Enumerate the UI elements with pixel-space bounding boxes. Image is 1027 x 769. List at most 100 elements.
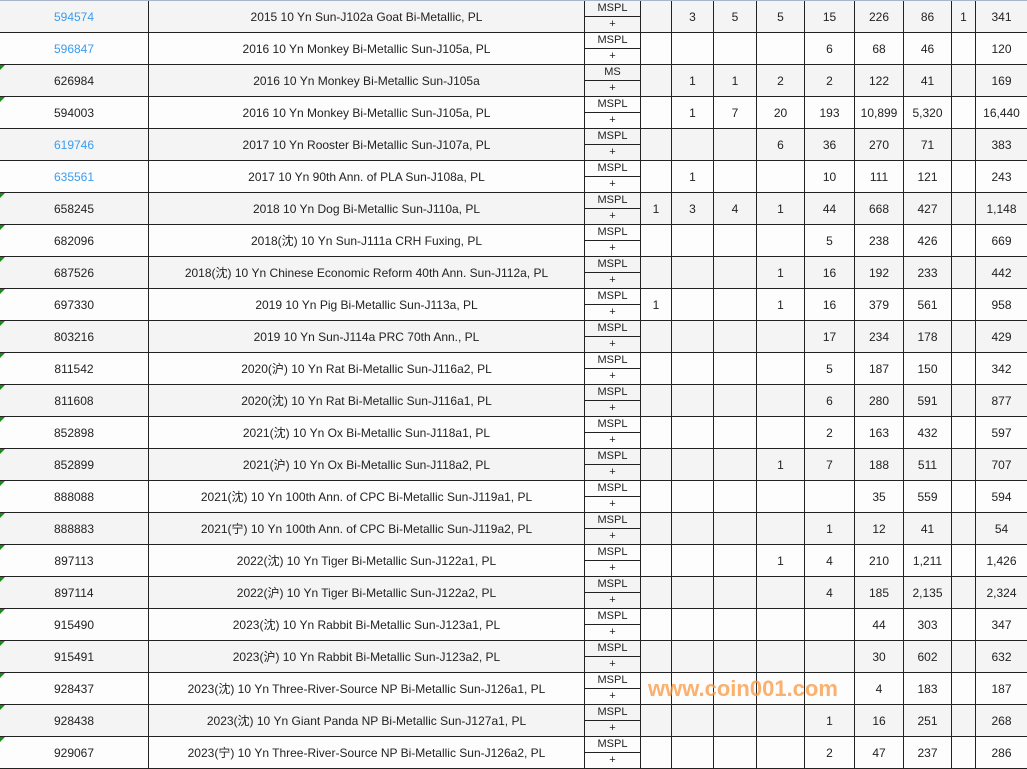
count-cell: 10 (805, 161, 855, 192)
count-cell: 185 (855, 577, 904, 608)
count-cell: 303 (904, 609, 952, 640)
count-cell (757, 673, 805, 704)
grade-label: MSPL (585, 289, 640, 305)
count-cell (714, 33, 757, 64)
count-cell: 3 (672, 193, 714, 224)
grade-label: MSPL (585, 97, 640, 113)
count-cell (714, 225, 757, 256)
count-cell (952, 33, 976, 64)
marker-icon (0, 641, 5, 646)
description-cell: 2021(沪) 10 Yn Ox Bi-Metallic Sun-J118a2,… (149, 449, 585, 480)
grade-label: MSPL (585, 417, 640, 433)
count-cell: 1 (641, 289, 672, 320)
grade-cell: MSPL + (585, 97, 641, 128)
count-cell (672, 705, 714, 736)
cert-id: 687526 (53, 265, 95, 280)
cert-id-cell[interactable]: 596847 (0, 33, 149, 64)
count-cell (641, 673, 672, 704)
count-cell (805, 609, 855, 640)
count-cell (757, 225, 805, 256)
table-row: 915491 2023(沪) 10 Yn Rabbit Bi-Metallic S… (0, 641, 1027, 673)
cert-id-link[interactable]: 596847 (53, 41, 95, 56)
count-cell (714, 161, 757, 192)
count-cell (714, 641, 757, 672)
count-cell: 150 (904, 353, 952, 384)
count-cell (714, 353, 757, 384)
count-cell (641, 353, 672, 384)
count-cell (714, 289, 757, 320)
marker-icon (0, 321, 5, 326)
count-cell: 602 (904, 641, 952, 672)
grade-label: MSPL (585, 641, 640, 657)
cert-id-cell: 626984 (0, 65, 149, 96)
cert-id: 852899 (53, 457, 95, 472)
grade-cell: MSPL + (585, 545, 641, 576)
grade-plus: + (609, 146, 616, 158)
description-cell: 2018(沈) 10 Yn Chinese Economic Reform 40… (149, 257, 585, 288)
description-cell: 2017 10 Yn 90th Ann. of PLA Sun-J108a, P… (149, 161, 585, 192)
cert-id: 811542 (54, 361, 94, 376)
count-cell (757, 513, 805, 544)
count-cell: 10,899 (855, 97, 904, 128)
count-cell: 1,211 (904, 545, 952, 576)
count-cell: 632 (991, 649, 1012, 664)
cert-id-cell[interactable]: 619746 (0, 129, 149, 160)
grade-label: MSPL (585, 577, 640, 593)
description-cell: 2020(沪) 10 Yn Rat Bi-Metallic Sun-J116a2… (149, 353, 585, 384)
table-row: 811608 2020(沈) 10 Yn Rat Bi-Metallic Sun-… (0, 385, 1027, 417)
description-cell: 2021(宁) 10 Yn 100th Ann. of CPC Bi-Metal… (149, 513, 585, 544)
grade-cell: MSPL + (585, 225, 641, 256)
count-cell (641, 257, 672, 288)
grade-plus: + (609, 82, 616, 94)
description: 2020(沈) 10 Yn Rat Bi-Metallic Sun-J116a1… (241, 394, 492, 408)
count-cell: 1 (641, 193, 672, 224)
count-cell: 234 (855, 321, 904, 352)
grade-label: MSPL (585, 321, 640, 337)
count-cell: 41 (904, 65, 952, 96)
count-cell (757, 385, 805, 416)
count-cell (714, 129, 757, 160)
grade-cell: MSPL + (585, 161, 641, 192)
description: 2023(沈) 10 Yn Giant Panda NP Bi-Metallic… (206, 714, 527, 728)
grade-plus: + (609, 50, 616, 62)
grade-plus: + (609, 370, 616, 382)
count-cell: 46 (904, 33, 952, 64)
count-cell: 594 (991, 489, 1012, 504)
grade-label: MSPL (585, 257, 640, 273)
count-cell: 47 (855, 737, 904, 768)
table-row: 626984 2016 10 Yn Monkey Bi-Metallic Sun-… (0, 65, 1027, 97)
count-cell: 427 (904, 193, 952, 224)
count-cell (641, 97, 672, 128)
cert-id-link[interactable]: 594574 (53, 9, 95, 24)
description: 2016 10 Yn Monkey Bi-Metallic Sun-J105a,… (242, 105, 491, 120)
count-cell: 1 (672, 161, 714, 192)
table-row: 619746 2017 10 Yn Rooster Bi-Metallic Sun… (0, 129, 1027, 161)
count-cell: 5 (757, 1, 805, 32)
count-cell: 442 (991, 265, 1012, 280)
grade-label: MSPL (585, 449, 640, 465)
count-cell: 187 (855, 353, 904, 384)
description-cell: 2023(沪) 10 Yn Rabbit Bi-Metallic Sun-J12… (149, 641, 585, 672)
count-cell (714, 417, 757, 448)
table-row: 852898 2021(沈) 10 Yn Ox Bi-Metallic Sun-J… (0, 417, 1027, 449)
count-cell (641, 449, 672, 480)
table-row: 852899 2021(沪) 10 Yn Ox Bi-Metallic Sun-J… (0, 449, 1027, 481)
cert-id-link[interactable]: 635561 (53, 169, 95, 184)
count-cell (641, 545, 672, 576)
cert-id-cell[interactable]: 594574 (0, 1, 149, 32)
count-cell (757, 737, 805, 768)
count-cell: 958 (991, 297, 1012, 312)
grade-cell: MSPL + (585, 577, 641, 608)
watermark: www.coin001.com (648, 676, 838, 701)
count-cell (672, 641, 714, 672)
count-cell (641, 417, 672, 448)
count-cell (714, 321, 757, 352)
count-cell: 5 (805, 353, 855, 384)
cert-id-cell[interactable]: 635561 (0, 161, 149, 192)
cert-id: 697330 (53, 297, 95, 312)
grade-label: MSPL (585, 129, 640, 145)
count-cell: 7 (805, 449, 855, 480)
cert-id-link[interactable]: 619746 (53, 137, 95, 152)
count-cell (952, 129, 976, 160)
